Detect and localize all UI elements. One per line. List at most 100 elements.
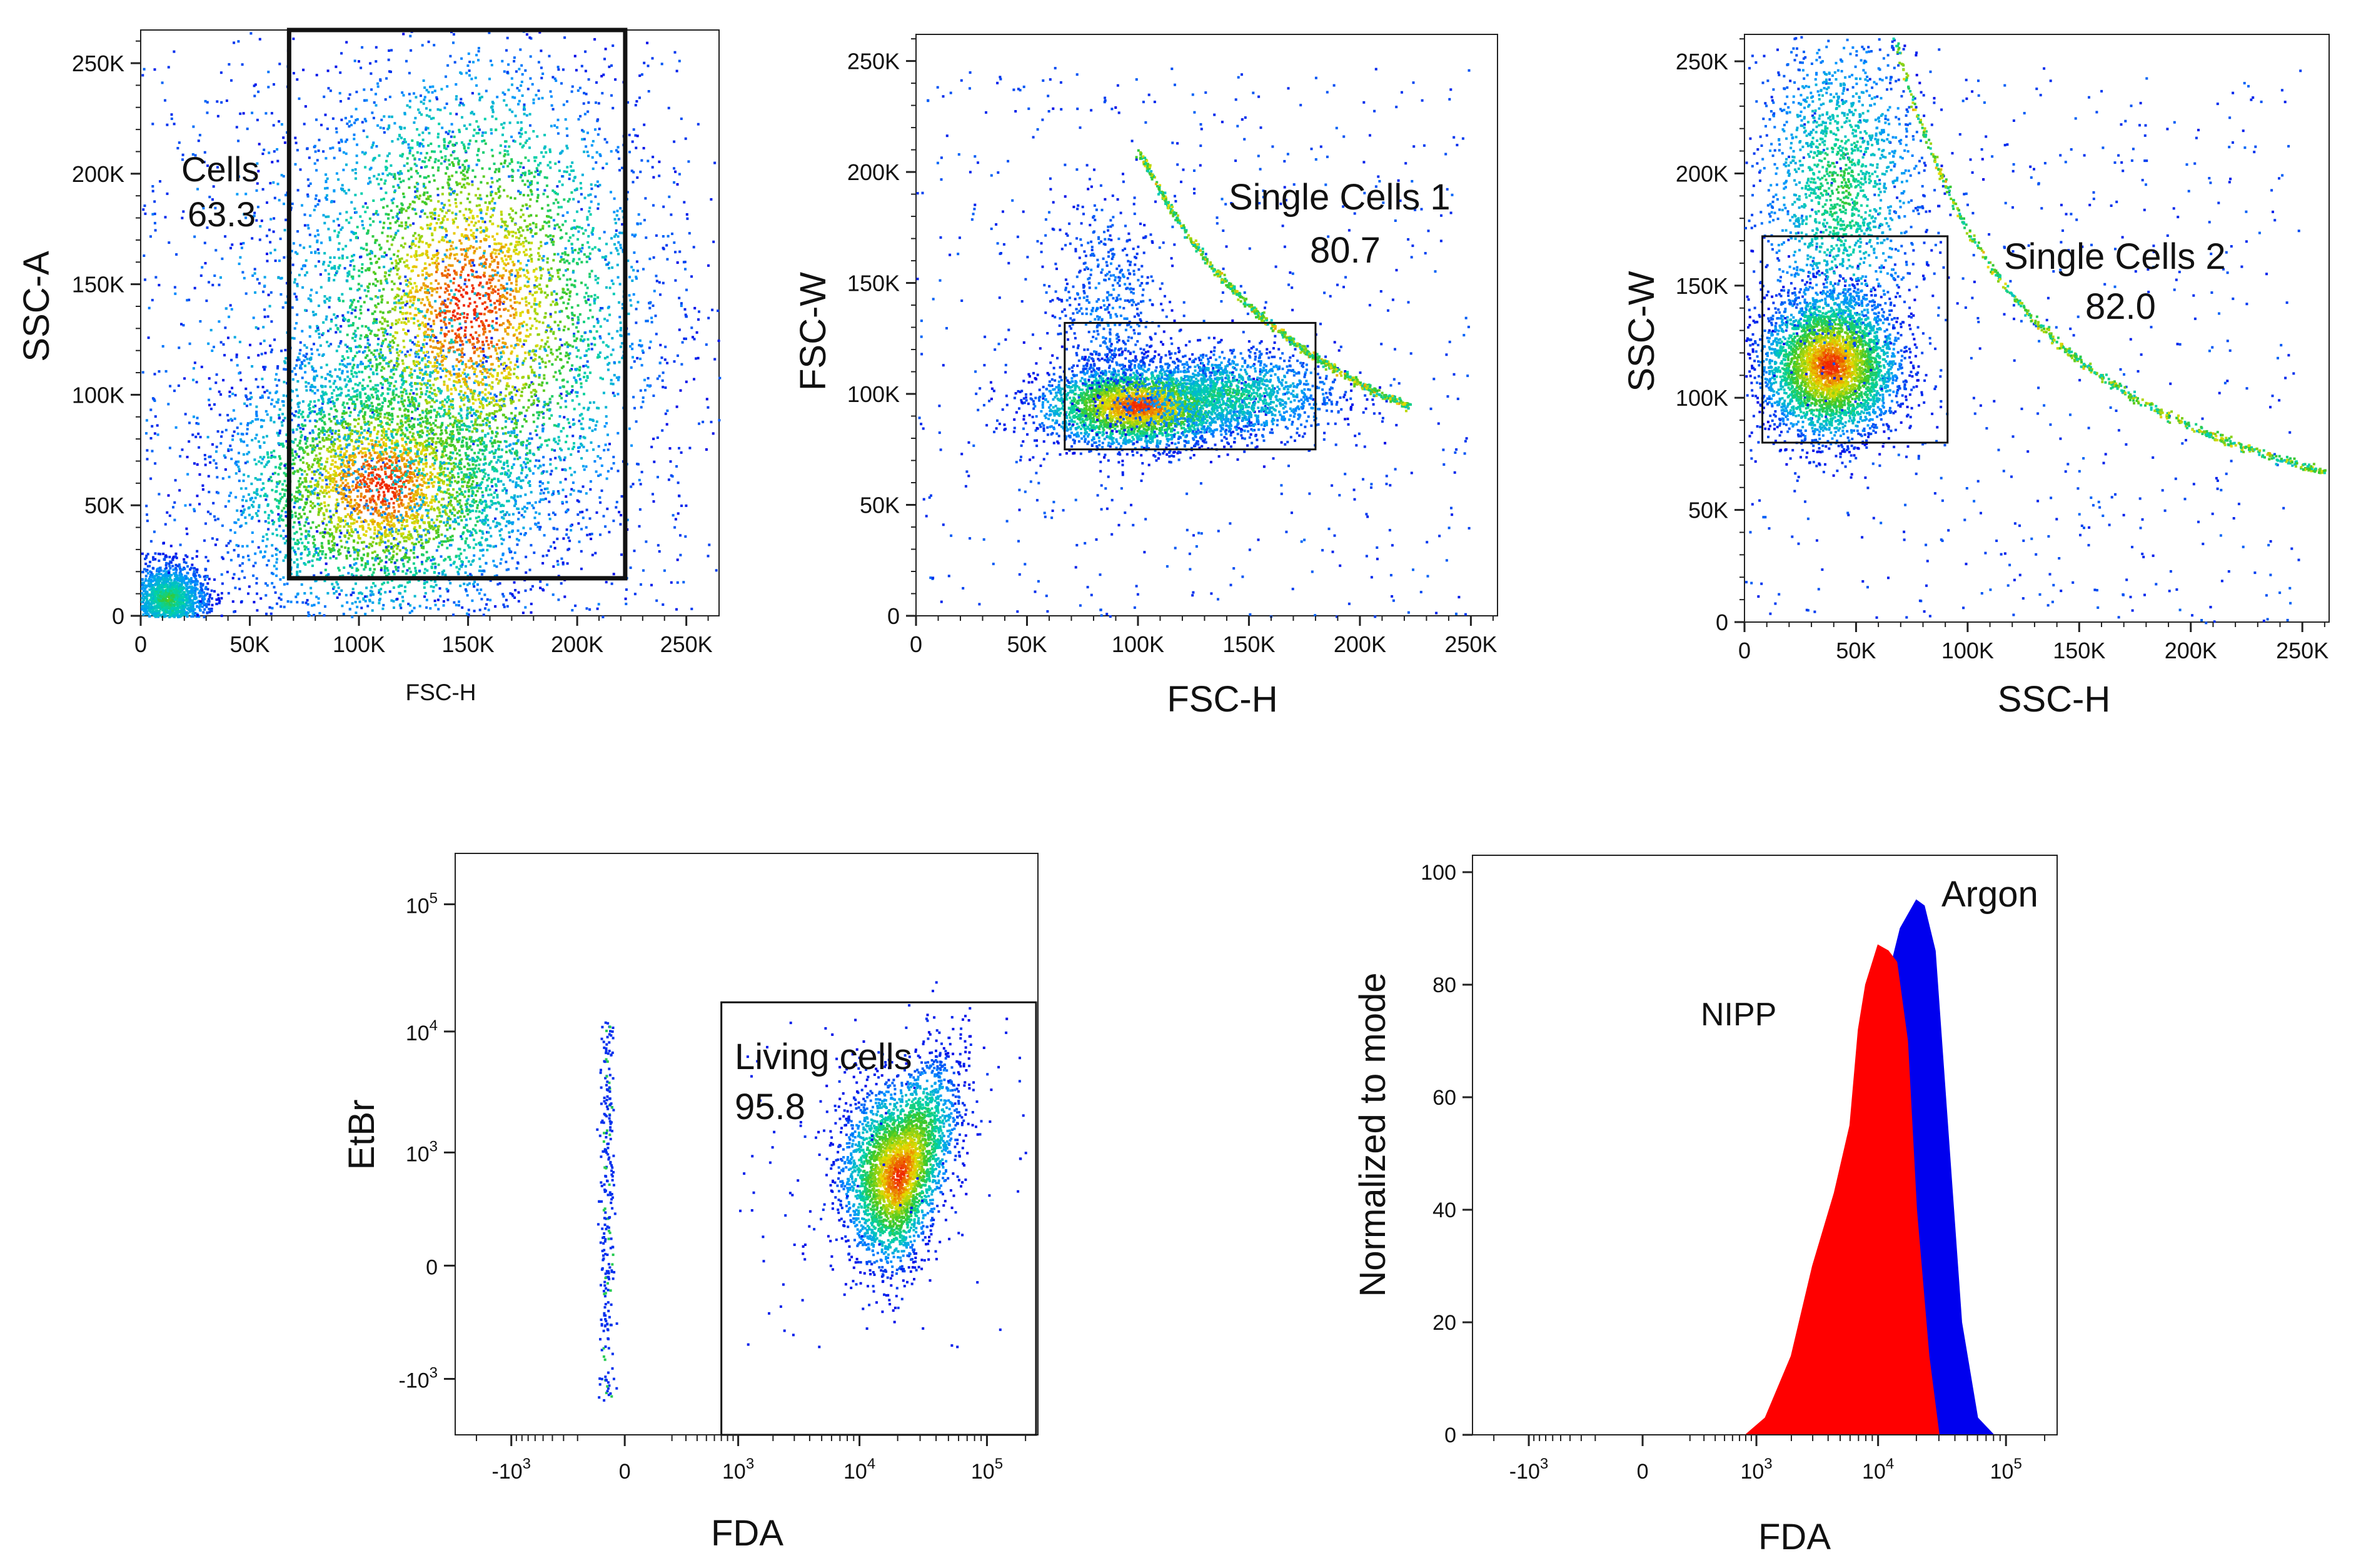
event-dot <box>406 569 409 572</box>
event-dot <box>360 495 363 498</box>
event-dot <box>441 473 445 476</box>
event-dot <box>436 531 440 534</box>
event-dot <box>571 389 574 392</box>
event-dot <box>473 538 475 541</box>
event-dot <box>570 391 573 394</box>
event-dot <box>296 486 299 490</box>
event-dot <box>435 96 438 99</box>
event-dot <box>317 496 320 500</box>
event-dot <box>258 504 261 507</box>
event-dot <box>146 593 148 596</box>
event-dot <box>371 590 374 593</box>
event-dot <box>458 510 461 513</box>
event-dot <box>513 596 516 599</box>
event-dot <box>294 595 298 598</box>
event-dot <box>383 416 386 419</box>
event-dot <box>395 393 398 396</box>
event-dot <box>390 520 393 523</box>
event-dot <box>440 444 443 447</box>
event-dot <box>169 575 172 578</box>
event-dot <box>495 508 498 511</box>
event-dot <box>323 501 326 504</box>
event-dot <box>393 495 396 498</box>
event-dot <box>430 508 433 511</box>
event-dot <box>328 306 331 309</box>
event-dot <box>384 463 386 466</box>
event-dot <box>328 446 331 449</box>
event-dot <box>405 59 408 63</box>
event-dot <box>186 582 189 585</box>
event-dot <box>362 478 365 481</box>
event-dot <box>293 561 296 564</box>
event-dot <box>305 353 308 356</box>
event-dot <box>158 586 161 590</box>
event-dot <box>430 525 433 528</box>
event-dot <box>553 513 556 516</box>
event-dot <box>471 180 474 183</box>
event-dot <box>347 537 350 540</box>
event-dot <box>180 586 183 589</box>
event-dot <box>426 430 429 433</box>
event-dot <box>311 385 315 388</box>
event-dot <box>464 503 467 506</box>
event-dot <box>225 99 228 103</box>
event-dot <box>153 575 156 578</box>
event-dot <box>346 513 350 516</box>
event-dot <box>514 503 517 505</box>
event-dot <box>489 440 492 443</box>
event-dot <box>437 563 440 566</box>
event-dot <box>382 453 385 456</box>
event-dot <box>426 382 429 385</box>
event-dot <box>406 525 409 527</box>
event-dot <box>218 283 221 286</box>
event-dot <box>400 532 403 535</box>
event-dot <box>528 568 531 571</box>
event-dot <box>386 569 390 572</box>
event-dot <box>375 473 378 476</box>
event-dot <box>440 503 443 506</box>
event-dot <box>175 606 178 610</box>
event-dot <box>429 526 432 530</box>
event-dot <box>470 483 473 486</box>
event-dot <box>371 541 375 544</box>
event-dot <box>465 590 468 593</box>
event-dot <box>387 545 390 548</box>
event-dot <box>188 298 191 301</box>
event-dot <box>149 594 153 597</box>
event-dot <box>174 576 178 579</box>
event-dot <box>429 437 432 440</box>
event-dot <box>640 406 643 409</box>
event-dot <box>278 596 281 600</box>
event-dot <box>362 463 365 465</box>
event-dot <box>332 445 335 448</box>
event-dot <box>542 456 545 459</box>
event-dot <box>538 481 541 483</box>
event-dot <box>327 329 330 333</box>
event-dot <box>212 185 215 188</box>
event-dot <box>314 446 317 449</box>
event-dot <box>335 422 338 425</box>
event-dot <box>513 495 516 498</box>
event-dot <box>161 585 164 588</box>
event-dot <box>392 550 395 553</box>
event-dot <box>316 159 319 162</box>
event-dot <box>415 466 418 470</box>
event-dot <box>327 429 330 431</box>
event-dot <box>530 544 533 547</box>
event-dot <box>414 438 417 441</box>
event-dot <box>303 470 306 473</box>
event-dot <box>368 451 371 455</box>
event-dot <box>444 511 447 514</box>
event-dot <box>282 559 285 562</box>
event-dot <box>329 426 332 430</box>
event-dot <box>405 443 408 446</box>
event-dot <box>434 562 436 565</box>
event-dot <box>274 553 278 556</box>
event-dot <box>412 438 415 441</box>
event-dot <box>371 513 375 516</box>
event-dot <box>395 380 397 383</box>
event-dot <box>429 465 432 468</box>
event-dot <box>394 495 397 498</box>
event-dot <box>401 431 405 435</box>
event-dot <box>673 167 675 170</box>
